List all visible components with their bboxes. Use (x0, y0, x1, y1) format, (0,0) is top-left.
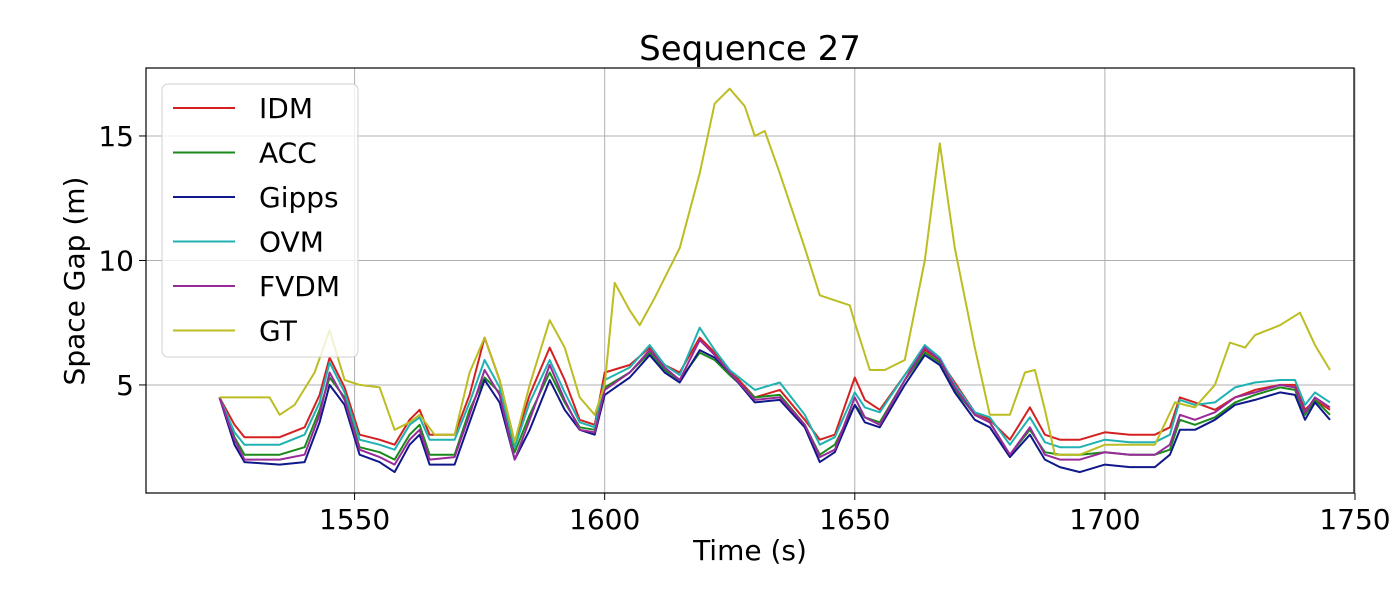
y-tick-label: 5 (116, 369, 134, 402)
y-tick-label: 15 (98, 120, 134, 153)
series-line-fvdm (218, 339, 1331, 466)
chart-title: Sequence 27 (639, 29, 861, 69)
series-line-gt (219, 87, 1331, 456)
legend-item-idm: IDM (173, 92, 313, 125)
legend-label: GT (259, 315, 298, 348)
plot-frame (145, 67, 1355, 494)
series-line-acc (218, 351, 1331, 461)
series-line-ovm (218, 326, 1331, 451)
x-tick-label: 1700 (1069, 503, 1140, 536)
y-axis-label: Space Gap (m) (58, 177, 91, 386)
x-tick-label: 1550 (319, 503, 390, 536)
legend-label: IDM (259, 92, 313, 125)
legend-label: OVM (259, 226, 324, 259)
legend-item-fvdm: FVDM (173, 270, 340, 303)
x-tick-label: 1750 (1319, 503, 1390, 536)
series-line-gipps (218, 349, 1331, 474)
y-tick-label: 10 (98, 244, 134, 277)
legend-label: ACC (259, 137, 317, 170)
x-tick-label: 1600 (569, 503, 640, 536)
legend: IDM ACC Gipps OVM FVDM GT (161, 83, 359, 358)
x-axis-label: Time (s) (692, 534, 807, 567)
legend-item-acc: ACC (173, 137, 317, 170)
legend-item-ovm: OVM (173, 226, 324, 259)
x-tick-label: 1650 (819, 503, 890, 536)
legend-item-gt: GT (173, 315, 298, 348)
legend-item-gipps: Gipps (173, 181, 339, 214)
legend-label: Gipps (259, 181, 339, 214)
legend-label: FVDM (259, 270, 340, 303)
